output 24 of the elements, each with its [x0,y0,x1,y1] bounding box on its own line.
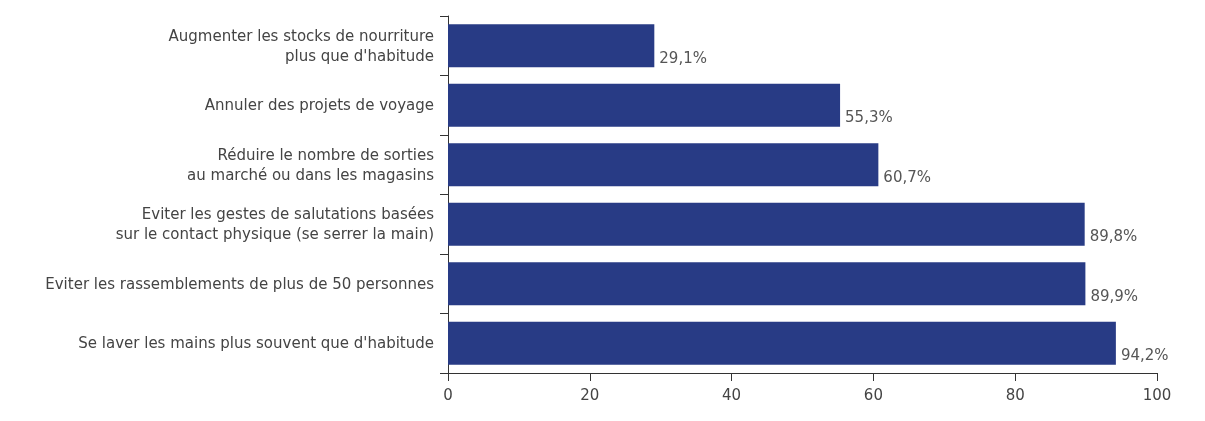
x-tick-label: 60 [863,385,883,404]
data-label: 89,8% [1089,227,1138,246]
x-tick-label: 20 [580,385,600,404]
x-tick-label: 0 [443,385,453,404]
x-tick-label: 80 [1005,385,1025,404]
data-label: 94,2% [1120,346,1169,365]
data-label: 29,1% [659,48,707,67]
y-tick-label: Eviter les rassemblements de plus de 50 personnes [45,274,435,293]
bar [448,262,1086,306]
data-label: 55,3% [845,108,893,127]
y-tick-label: Augmenter les stocks de nourriture plus que d'habitude [168,26,434,65]
x-tick-label: 100 [1142,385,1172,404]
bar [448,321,1116,365]
x-tick-label: 40 [722,385,742,404]
data-label: 60,7% [883,167,932,186]
y-tick-label: Se laver les mains plus souvent que d'habitude [78,334,434,353]
data-label: 89,9% [1090,286,1139,305]
y-tick-label: Annuler des projets de voyage [204,96,434,115]
bar [448,143,879,187]
bar [448,202,1085,246]
bar [448,24,655,68]
y-tick-label: Réduire le nombre de sorties au marché ou dans les magasins [187,145,435,184]
y-tick-label: Eviter les gestes de salutations basées sur le contact physique (se serrer la main) [115,205,435,244]
bar [448,83,841,127]
